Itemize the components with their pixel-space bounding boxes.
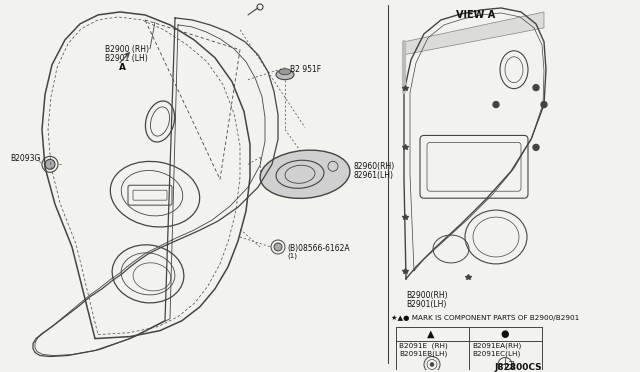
Circle shape	[493, 102, 499, 108]
Text: B2901 (LH): B2901 (LH)	[105, 54, 148, 63]
Text: B2091E  (RH): B2091E (RH)	[399, 343, 448, 349]
Text: B2091EA(RH): B2091EA(RH)	[472, 343, 521, 349]
Circle shape	[533, 144, 539, 150]
Circle shape	[45, 159, 55, 169]
Text: (1): (1)	[287, 253, 297, 259]
Text: ▲: ▲	[428, 328, 435, 339]
Text: A: A	[119, 63, 126, 72]
Text: B2091EC(LH): B2091EC(LH)	[472, 350, 520, 357]
Circle shape	[533, 85, 539, 91]
Text: B2093G: B2093G	[10, 154, 40, 163]
Text: J82800CS: J82800CS	[494, 363, 542, 372]
Text: B2091EB(LH): B2091EB(LH)	[399, 350, 447, 357]
Circle shape	[430, 362, 434, 366]
Polygon shape	[404, 12, 544, 55]
Text: 82960(RH): 82960(RH)	[353, 162, 394, 171]
Circle shape	[274, 243, 282, 251]
Circle shape	[541, 102, 547, 108]
Text: B2900(RH): B2900(RH)	[406, 291, 447, 300]
Text: B2901(LH): B2901(LH)	[406, 300, 446, 309]
Ellipse shape	[260, 150, 350, 198]
Ellipse shape	[279, 69, 291, 75]
Text: VIEW A: VIEW A	[456, 10, 495, 20]
Text: (B)08566-6162A: (B)08566-6162A	[287, 244, 349, 253]
Text: ●: ●	[500, 328, 509, 339]
Text: ★▲● MARK IS COMPONENT PARTS OF B2900/B2901: ★▲● MARK IS COMPONENT PARTS OF B2900/B29…	[391, 315, 579, 321]
Text: B2 951F: B2 951F	[290, 65, 321, 74]
Ellipse shape	[276, 70, 294, 80]
Text: B2900 (RH): B2900 (RH)	[105, 45, 149, 54]
Text: 82961(LH): 82961(LH)	[353, 171, 393, 180]
